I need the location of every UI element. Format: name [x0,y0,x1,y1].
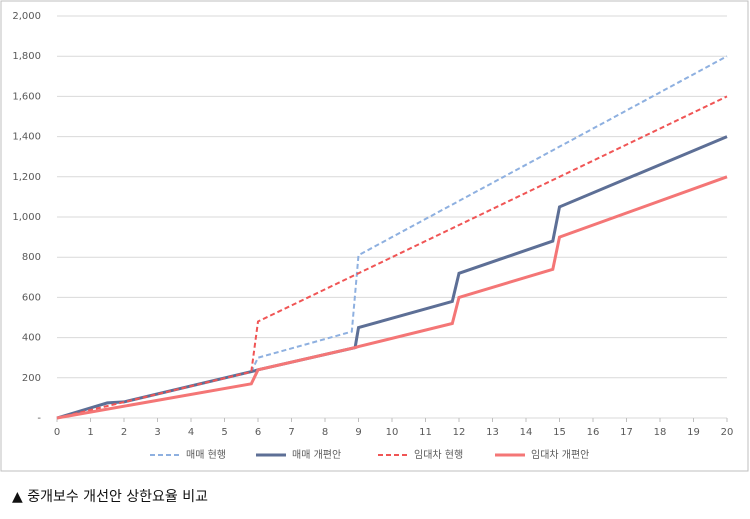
x-tick-label: 15 [553,427,566,438]
x-tick-label: 1 [87,427,93,438]
series-line [56,95,728,419]
y-tick-label: 1,800 [12,51,41,62]
y-tick-label: 800 [22,252,41,263]
series-line [56,135,728,420]
x-tick-label: 17 [620,427,633,438]
x-tick-label: 20 [721,427,734,438]
x-tick-label: 10 [386,427,399,438]
y-tick-label: 600 [22,292,41,303]
x-tick-label: 16 [587,427,600,438]
y-tick-label: 1,000 [12,212,41,223]
legend-label: 임대차 개편안 [531,448,589,461]
x-tick-label: 5 [221,427,227,438]
y-tick-label: 400 [22,333,41,344]
x-tick-label: 18 [654,427,667,438]
y-tick-label: 1,200 [12,172,41,183]
x-tick-label: 12 [453,427,466,438]
x-tick-label: 19 [687,427,700,438]
y-tick-label: 1,600 [12,91,41,102]
x-tick-label: 13 [486,427,499,438]
y-tick-label: 2,000 [12,11,41,22]
y-tick-label: - [37,413,41,424]
y-tick-label: 200 [22,373,41,384]
series-line [56,175,728,420]
x-tick-label: 2 [121,427,127,438]
legend-label: 임대차 현행 [414,448,463,461]
series-line [56,55,728,419]
x-tick-label: 9 [355,427,361,438]
x-tick-label: 4 [188,427,194,438]
x-tick-label: 0 [54,427,60,438]
caption: ▲ 중개보수 개선안 상한요율 비교 [12,489,208,505]
x-tick-label: 6 [255,427,261,438]
legend-label: 매매 현행 [186,449,226,461]
x-tick-label: 7 [288,427,294,438]
x-tick-label: 8 [322,427,328,438]
chart-frame [0,0,749,472]
y-tick-label: 1,400 [12,132,41,143]
x-tick-label: 14 [520,427,533,438]
x-tick-label: 3 [154,427,160,438]
legend-label: 매매 개편안 [292,449,341,461]
x-tick-label: 11 [419,427,432,438]
